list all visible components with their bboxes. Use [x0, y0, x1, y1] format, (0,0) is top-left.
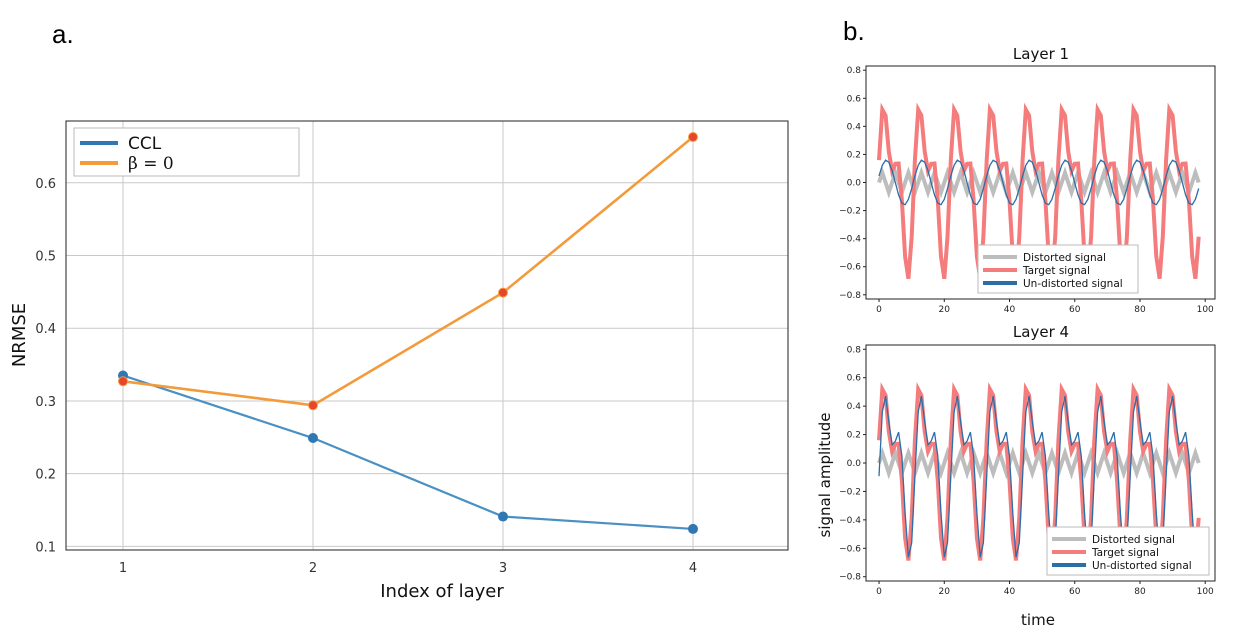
y-tick-label: −0.4	[839, 235, 861, 245]
y-tick-label: −0.4	[839, 516, 861, 526]
ccl-point	[688, 523, 698, 534]
panel-a-label: a.	[52, 19, 74, 49]
y-tick-label: 0.2	[847, 431, 861, 441]
x-axis-label: Index of layer	[380, 581, 504, 602]
panel-b-y-label: signal amplitude	[816, 413, 834, 538]
y-tick-label: 0.8	[847, 345, 862, 355]
y-tick-label: 0.5	[35, 250, 56, 265]
legend-a: CCL β = 0	[73, 127, 300, 177]
x-tick-label: 0	[876, 305, 882, 315]
legend-l4-distorted-label: Distorted signal	[1092, 534, 1175, 546]
beta-point	[308, 400, 318, 411]
y-tick-label: −0.2	[839, 487, 861, 497]
y-tick-label: 0.3	[35, 395, 56, 410]
layer-1-title: Layer 1	[1013, 45, 1069, 63]
plot-a-frame	[65, 120, 789, 551]
y-tick-label: −0.2	[839, 207, 861, 217]
x-tick-label: 3	[499, 561, 507, 576]
x-tick-label: 20	[939, 587, 951, 597]
legend-a-box	[73, 127, 300, 177]
x-tick-label: 0	[876, 587, 882, 597]
y-tick-label: −0.8	[839, 573, 861, 583]
x-tick-label: 1	[119, 561, 127, 576]
x-tick-label: 80	[1134, 305, 1146, 315]
legend-l1-target-label: Target signal	[1022, 265, 1090, 277]
y-tick-label: 0.0	[847, 459, 862, 469]
undistorted-signal-line	[878, 395, 1200, 558]
y-axis-label: NRMSE	[9, 303, 30, 367]
layer-4-title: Layer 4	[1013, 323, 1069, 341]
legend-l4-undistorted-label: Un-distorted signal	[1092, 560, 1192, 572]
beta-point	[498, 287, 508, 298]
y-tick-label: 0.6	[35, 177, 56, 192]
panel-b-label: b.	[843, 16, 865, 46]
y-tick-label: 0.8	[847, 66, 862, 76]
y-tick-label: −0.6	[839, 544, 861, 554]
series-beta-line	[122, 135, 694, 407]
y-tick-label: −0.8	[839, 291, 861, 301]
target-signal-line	[877, 102, 1201, 279]
y-tick-label: 0.2	[35, 468, 56, 483]
ccl-point	[498, 511, 508, 522]
ccl-point	[308, 433, 318, 444]
legend-l4-target-label: Target signal	[1091, 547, 1159, 559]
chart-layer-4: Layer 4 0 20 40 60 80 100 −0.8 −0.6 −0.4 −0.2 0.0…	[839, 323, 1216, 597]
legend-l1-distorted-label: Distorted signal	[1023, 252, 1106, 264]
x-tick-label: 4	[689, 561, 697, 576]
distorted-signal-line	[877, 446, 1201, 480]
legend-layer-1: Distorted signal Target signal Un-distor…	[977, 244, 1139, 294]
chart-panel-a: 1 2 3 4 0.1 0.2 0.3 0.4 0.5 0.6 Index of layer N…	[9, 120, 789, 602]
x-tick-label: 20	[939, 305, 951, 315]
panel-b-x-label: time	[1021, 611, 1055, 629]
y-tick-label: 0.1	[35, 540, 56, 555]
y-tick-label: 0.4	[847, 122, 862, 132]
x-tick-label: 40	[1004, 587, 1016, 597]
target-signal-line	[877, 381, 1201, 561]
legend-layer-4: Distorted signal Target signal Un-distor…	[1046, 526, 1210, 576]
y-tick-label: −0.6	[839, 263, 861, 273]
x-tick-label: 2	[309, 561, 317, 576]
y-tick-label: 0.4	[35, 322, 56, 337]
undistorted-signal-line	[878, 159, 1200, 206]
y-tick-label: 0.6	[847, 374, 862, 384]
legend-ccl-label: CCL	[128, 134, 162, 154]
y-tick-label: 0.6	[847, 94, 862, 104]
x-tick-label: 60	[1069, 305, 1081, 315]
legend-beta-label: β = 0	[128, 154, 174, 174]
x-tick-label: 60	[1069, 587, 1081, 597]
x-tick-label: 40	[1004, 305, 1016, 315]
chart-layer-1: Layer 1 0 20 40 60 80 100 −0.8 −0.6 −0.4 −0.2 0.0…	[839, 45, 1216, 315]
beta-point	[118, 376, 128, 387]
x-tick-label: 100	[1197, 587, 1214, 597]
y-tick-label: 0.2	[847, 150, 861, 160]
legend-l1-undistorted-label: Un-distorted signal	[1023, 278, 1123, 290]
x-tick-label: 100	[1197, 305, 1214, 315]
y-tick-label: 0.4	[847, 402, 862, 412]
series-ccl-line	[122, 374, 694, 531]
beta-point	[688, 131, 698, 142]
y-tick-label: 0.0	[847, 179, 862, 189]
x-tick-label: 80	[1134, 587, 1146, 597]
